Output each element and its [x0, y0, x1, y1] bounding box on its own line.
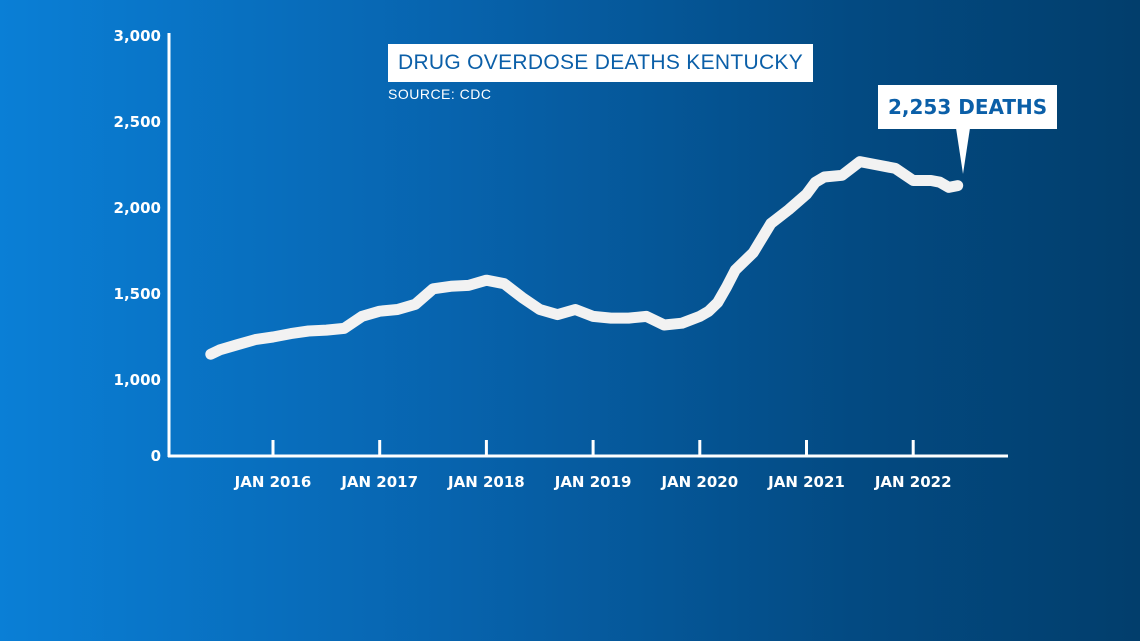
y-tick-group: 0 1,000 1,500 2,000 2,500 3,000 — [114, 27, 161, 465]
y-tick-label: 2,500 — [114, 113, 161, 131]
callout-pointer — [956, 128, 970, 174]
y-tick-label: 2,000 — [114, 199, 161, 217]
x-tick-label: JAN 2019 — [554, 473, 632, 491]
y-tick-label: 1,000 — [114, 371, 161, 389]
callout-label: 2,253 DEATHS — [888, 95, 1048, 119]
y-tick-label: 1,500 — [114, 285, 161, 303]
x-tick-label: JAN 2020 — [660, 473, 738, 491]
x-tick-label: JAN 2021 — [767, 473, 845, 491]
x-tick-label: JAN 2018 — [447, 473, 525, 491]
x-tick-group: JAN 2016 JAN 2017 JAN 2018 JAN 2019 JAN 2020… — [234, 440, 952, 491]
x-tick-label: JAN 2022 — [874, 473, 952, 491]
series-line — [205, 156, 964, 360]
x-tick-label: JAN 2016 — [234, 473, 312, 491]
chart-title-box: DRUG OVERDOSE DEATHS KENTUCKY — [388, 44, 814, 82]
callout-box: 2,253 DEATHS — [878, 85, 1058, 129]
y-tick-label: 0 — [151, 447, 161, 465]
x-tick-label: JAN 2017 — [340, 473, 418, 491]
source-label: SOURCE: CDC — [388, 86, 492, 102]
chart-title: DRUG OVERDOSE DEATHS KENTUCKY — [398, 51, 804, 74]
y-tick-label: 3,000 — [114, 27, 161, 45]
